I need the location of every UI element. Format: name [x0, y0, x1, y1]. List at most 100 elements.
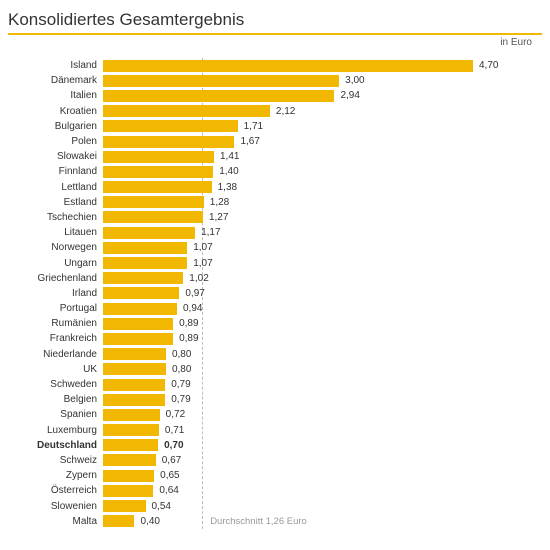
bar-value: 0,72: [166, 409, 185, 420]
bar: [103, 454, 156, 466]
chart-container: Konsolidiertes Gesamtergebnis in Euro Is…: [0, 0, 550, 539]
bar-value: 0,54: [152, 501, 171, 512]
bar-area: 2,12: [103, 104, 542, 119]
bar: [103, 181, 212, 193]
bar-row: Belgien 0,79: [8, 392, 542, 407]
country-label: Belgien: [8, 394, 103, 405]
bar: [103, 394, 165, 406]
bar-value: 0,79: [171, 379, 190, 390]
bar-value: 0,65: [160, 470, 179, 481]
bar-area: 1,07: [103, 240, 542, 255]
bar-area: 0,94: [103, 301, 542, 316]
bar: [103, 75, 339, 87]
bar-row: Spanien 0,72: [8, 407, 542, 422]
bar-area: 0,89: [103, 316, 542, 331]
bar: [103, 211, 203, 223]
bar-area: 1,28: [103, 195, 542, 210]
bar-value: 1,67: [240, 136, 259, 147]
bar-area: 1,27: [103, 210, 542, 225]
bar-value: 1,38: [218, 182, 237, 193]
bar-row: UK0,80: [8, 362, 542, 377]
country-label: Lettland: [8, 182, 103, 193]
country-label: Dänemark: [8, 75, 103, 86]
country-label: Norwegen: [8, 242, 103, 253]
bar-row: Island4,70: [8, 58, 542, 73]
bar-area: 2,94: [103, 88, 542, 103]
bar-row: Rumänien 0,89: [8, 316, 542, 331]
bar: [103, 303, 177, 315]
bar: [103, 500, 146, 512]
bar-value: 1,02: [189, 273, 208, 284]
bar-value: 0,67: [162, 455, 181, 466]
bar: [103, 515, 134, 527]
country-label: Niederlande: [8, 349, 103, 360]
bar-chart: Island4,70 Dänemark 3,00 Italien2,94Kroatie…: [8, 58, 542, 529]
bar: [103, 363, 166, 375]
country-label: Bulgarien: [8, 121, 103, 132]
bar-row: Estland1,28: [8, 195, 542, 210]
bar-value: 0,94: [183, 303, 202, 314]
bar: [103, 60, 473, 72]
country-label: Schweiz: [8, 455, 103, 466]
bar-value: 0,79: [171, 394, 190, 405]
country-label: Portugal: [8, 303, 103, 314]
bar: [103, 318, 173, 330]
country-label: Rumänien: [8, 318, 103, 329]
bar: [103, 105, 270, 117]
bar: [103, 227, 195, 239]
bar-value: 0,40: [140, 516, 159, 527]
bar-area: 0,79: [103, 377, 542, 392]
bar-area: 0,40: [103, 514, 542, 529]
bar-area: 0,54: [103, 498, 542, 513]
bar: [103, 409, 160, 421]
bar: [103, 439, 158, 451]
country-label: Malta: [8, 516, 103, 527]
bar-value: 0,80: [172, 364, 191, 375]
bar-area: 1,02: [103, 271, 542, 286]
bar-row: Litauen 1,17: [8, 225, 542, 240]
bar-row: Niederlande0,80: [8, 347, 542, 362]
bar-value: 3,00: [345, 75, 364, 86]
country-label: Slowenien: [8, 501, 103, 512]
country-label: Estland: [8, 197, 103, 208]
bar-area: 0,80: [103, 347, 542, 362]
bar-row: Dänemark 3,00: [8, 73, 542, 88]
bar-area: 3,00: [103, 73, 542, 88]
country-label: Österreich: [8, 485, 103, 496]
bar-row: Luxemburg0,71: [8, 423, 542, 438]
bar: [103, 196, 204, 208]
country-label: Tschechien: [8, 212, 103, 223]
bar-area: 0,89: [103, 331, 542, 346]
country-label: Polen: [8, 136, 103, 147]
bar-value: 1,41: [220, 151, 239, 162]
bar: [103, 470, 154, 482]
bar-row: Norwegen1,07: [8, 240, 542, 255]
bar-area: 1,38: [103, 180, 542, 195]
bar-area: 0,67: [103, 453, 542, 468]
bar-area: 0,65: [103, 468, 542, 483]
country-label: Irland: [8, 288, 103, 299]
bar: [103, 120, 238, 132]
bar: [103, 151, 214, 163]
unit-label: in Euro: [8, 37, 542, 48]
title-rule: [8, 33, 542, 35]
bar: [103, 348, 166, 360]
bar-row: Lettland 1,38: [8, 180, 542, 195]
bar: [103, 166, 213, 178]
bar-row: Bulgarien1,71: [8, 119, 542, 134]
bar: [103, 136, 234, 148]
country-label: Kroatien: [8, 106, 103, 117]
bar: [103, 485, 153, 497]
bar: [103, 333, 173, 345]
country-label: Ungarn: [8, 258, 103, 269]
bar-value: 0,89: [179, 318, 198, 329]
bar-value: 1,40: [219, 166, 238, 177]
bar-value: 1,17: [201, 227, 220, 238]
country-label: Italien: [8, 90, 103, 101]
bar-area: 0,79: [103, 392, 542, 407]
chart-title: Konsolidiertes Gesamtergebnis: [8, 10, 542, 30]
bar-area: 0,72: [103, 407, 542, 422]
country-label: Spanien: [8, 409, 103, 420]
country-label: Litauen: [8, 227, 103, 238]
bar-row: Frankreich0,89: [8, 331, 542, 346]
